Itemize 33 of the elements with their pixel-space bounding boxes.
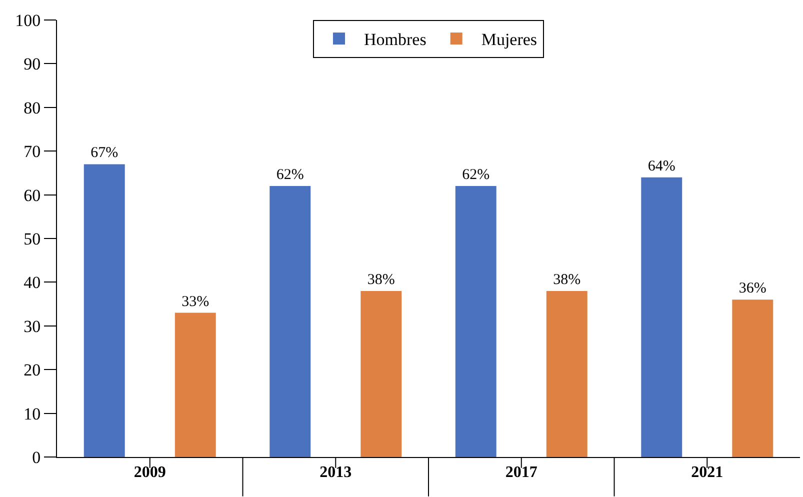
bar (360, 290, 402, 457)
data-label: 38% (367, 272, 395, 288)
bar (174, 312, 216, 457)
y-tick-label: 100 (15, 10, 41, 30)
bar (270, 186, 311, 457)
y-tick-label: 40 (24, 273, 41, 292)
data-label: 36% (738, 280, 766, 297)
x-tick-label: 2013 (320, 464, 352, 482)
data-label: 62% (462, 167, 490, 184)
y-tick-label: 30 (24, 316, 41, 336)
bar (641, 177, 682, 457)
x-tick-label: 2021 (691, 464, 724, 482)
bar (732, 300, 774, 457)
y-tick-label: 50 (24, 229, 41, 248)
y-tick-label: 90 (24, 54, 41, 74)
data-label: 62% (276, 167, 304, 184)
bar (455, 186, 496, 457)
y-tick-label: 0 (32, 448, 41, 467)
x-tick-label: 2009 (134, 464, 166, 482)
bar (546, 290, 588, 457)
legend-label: Hombres (364, 30, 426, 50)
y-tick-label: 80 (24, 98, 41, 118)
data-label: 64% (648, 158, 676, 174)
y-tick-label: 20 (24, 360, 41, 380)
y-tick-label: 60 (24, 186, 41, 205)
x-tick-label: 2017 (505, 464, 538, 482)
data-label: 38% (553, 272, 581, 288)
data-label: 67% (90, 145, 118, 162)
bar (84, 164, 125, 457)
y-tick-label: 70 (24, 142, 41, 162)
legend-label: Mujeres (481, 30, 538, 50)
y-tick-label: 10 (24, 404, 41, 424)
data-label: 33% (182, 294, 210, 310)
